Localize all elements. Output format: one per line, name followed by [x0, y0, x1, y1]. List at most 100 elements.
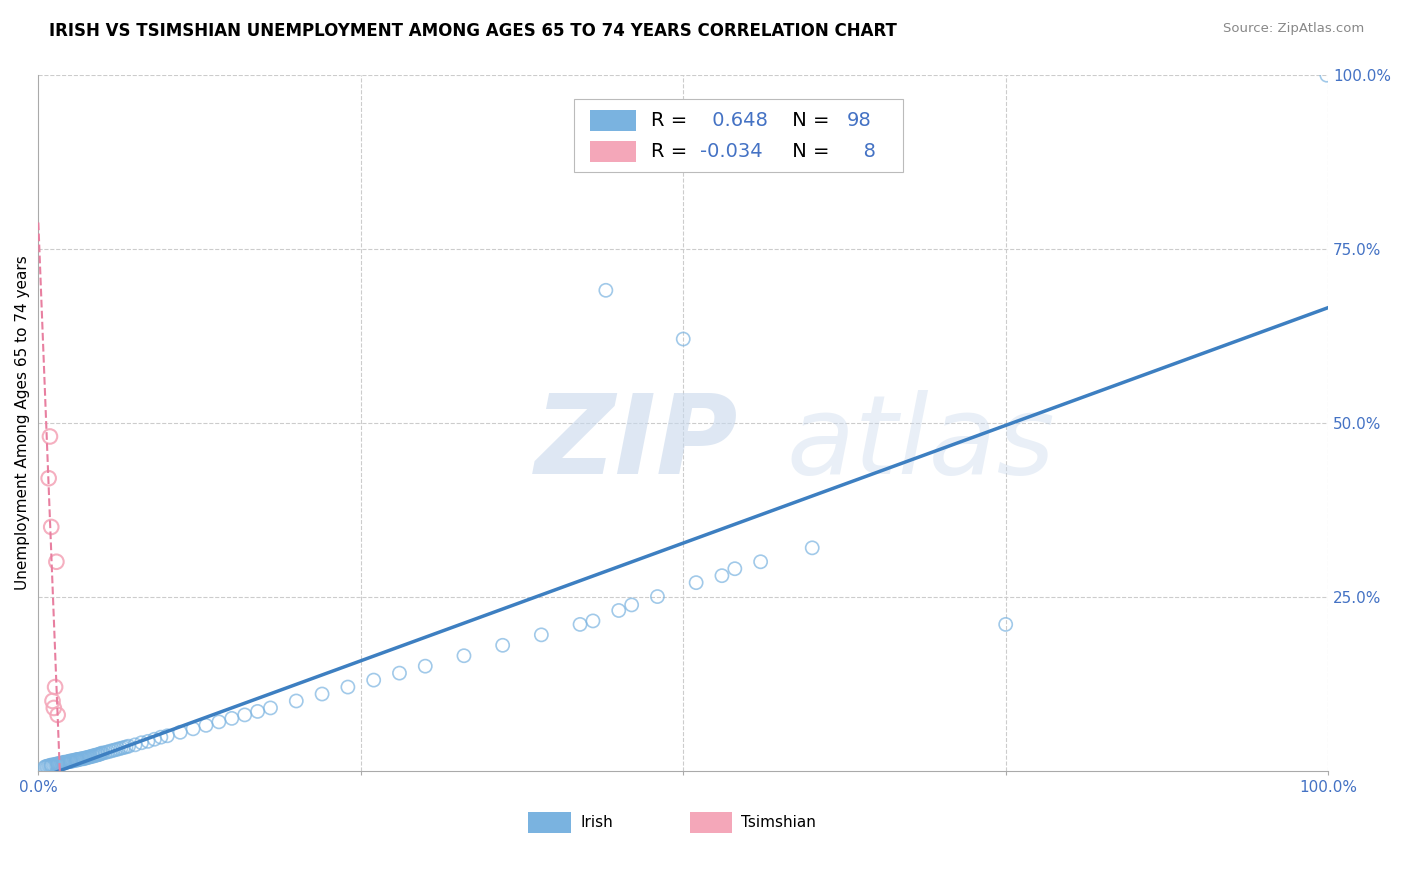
Point: [72, 752, 94, 766]
Point: [311, 687, 333, 701]
Point: [39, 758, 62, 772]
Point: [80, 749, 103, 764]
Y-axis label: Unemployment Among Ages 65 to 74 years: Unemployment Among Ages 65 to 74 years: [15, 255, 30, 590]
Point: [42, 758, 65, 772]
Point: [46, 756, 69, 771]
Point: [39, 758, 62, 772]
Point: [595, 283, 617, 297]
Point: [710, 568, 733, 582]
Point: [94, 746, 117, 760]
Point: [44, 680, 66, 694]
Point: [48, 756, 70, 771]
Point: [82, 748, 104, 763]
Point: [45, 757, 67, 772]
Point: [73, 751, 96, 765]
Point: [110, 741, 132, 756]
Point: [76, 750, 98, 764]
Point: [112, 740, 135, 755]
Point: [100, 744, 122, 758]
Point: [569, 617, 592, 632]
Point: [34, 760, 56, 774]
Point: [39, 758, 62, 772]
Point: [44, 757, 66, 772]
Text: ZIP: ZIP: [534, 390, 738, 497]
Point: [90, 746, 112, 760]
Point: [59, 754, 82, 768]
Point: [86, 747, 108, 762]
Point: [53, 756, 76, 770]
Point: [620, 598, 643, 612]
Point: [42, 701, 65, 715]
Text: 98: 98: [846, 112, 872, 130]
Text: Irish: Irish: [581, 815, 613, 830]
Point: [38, 471, 60, 485]
Bar: [529, 813, 571, 833]
Point: [124, 738, 146, 752]
Point: [70, 752, 93, 766]
Bar: [690, 813, 733, 833]
Text: atlas: atlas: [786, 390, 1054, 497]
Point: [1316, 68, 1339, 82]
Point: [143, 732, 166, 747]
Point: [49, 756, 72, 771]
Point: [39, 520, 62, 534]
Point: [83, 748, 105, 763]
Point: [994, 617, 1017, 632]
Text: Tsimshian: Tsimshian: [741, 815, 815, 830]
Bar: [591, 111, 636, 131]
Point: [45, 555, 67, 569]
Point: [46, 757, 69, 772]
Point: [62, 754, 84, 768]
FancyBboxPatch shape: [574, 99, 903, 172]
Point: [336, 680, 359, 694]
Text: R =: R =: [651, 142, 693, 161]
Point: [101, 743, 124, 757]
Point: [55, 756, 77, 770]
Point: [63, 753, 86, 767]
Point: [70, 752, 93, 766]
Point: [77, 750, 100, 764]
Point: [530, 628, 553, 642]
Text: 0.648: 0.648: [706, 112, 768, 130]
Text: N =: N =: [786, 112, 837, 130]
Point: [75, 751, 97, 765]
Point: [647, 590, 669, 604]
Point: [69, 752, 91, 766]
Point: [53, 756, 76, 770]
Text: IRISH VS TSIMSHIAN UNEMPLOYMENT AMONG AGES 65 TO 74 YEARS CORRELATION CHART: IRISH VS TSIMSHIAN UNEMPLOYMENT AMONG AG…: [49, 22, 897, 40]
Point: [56, 755, 79, 769]
Point: [39, 429, 62, 443]
Point: [582, 614, 605, 628]
Point: [67, 752, 90, 766]
Point: [104, 742, 127, 756]
Point: [221, 711, 243, 725]
Point: [65, 753, 87, 767]
Point: [246, 705, 269, 719]
Point: [58, 755, 80, 769]
Point: [749, 555, 772, 569]
Text: N =: N =: [786, 142, 837, 161]
Point: [60, 754, 83, 768]
Point: [66, 753, 89, 767]
Text: -0.034: -0.034: [700, 142, 762, 161]
Point: [801, 541, 824, 555]
Point: [363, 673, 385, 687]
Point: [169, 725, 191, 739]
Point: [41, 758, 63, 772]
Point: [136, 734, 159, 748]
Point: [492, 638, 515, 652]
Point: [131, 736, 153, 750]
Point: [87, 747, 110, 762]
Point: [66, 752, 89, 766]
Point: [41, 694, 63, 708]
Point: [91, 746, 114, 760]
Point: [233, 707, 256, 722]
Text: 8: 8: [851, 142, 876, 161]
Point: [259, 701, 281, 715]
Point: [388, 666, 411, 681]
Point: [97, 745, 120, 759]
Point: [607, 603, 630, 617]
Point: [156, 729, 179, 743]
Point: [35, 759, 58, 773]
Point: [37, 759, 59, 773]
